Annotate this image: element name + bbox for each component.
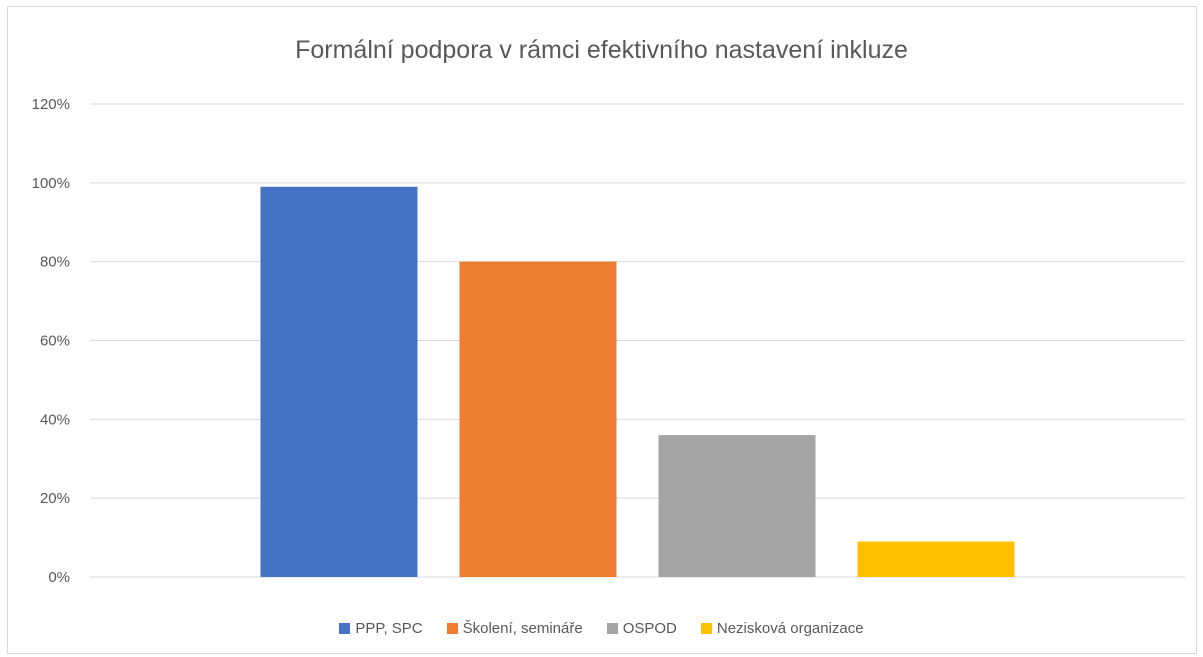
legend-item: Školení, semináře <box>446 620 583 637</box>
y-tick-label: 60% <box>40 333 70 350</box>
bar-3 <box>857 541 1015 577</box>
legend-item: Nezisková organizace <box>700 620 864 637</box>
bar-1 <box>459 261 617 577</box>
legend-label: PPP, SPC <box>355 620 423 637</box>
legend-swatch <box>606 623 618 634</box>
bar-2 <box>658 435 816 577</box>
y-tick-label: 20% <box>40 490 70 507</box>
legend-label: Nezisková organizace <box>716 620 864 637</box>
legend-swatch <box>700 623 712 634</box>
legend-label: Školení, semináře <box>462 620 583 637</box>
legend: PPP, SPC Školení, semináře OSPOD Nezisková … <box>0 620 1203 637</box>
y-axis-ticks: 0% 20% 40% 60% 80% 100% 120% <box>32 96 70 586</box>
bars <box>260 186 1015 577</box>
legend-item: PPP, SPC <box>339 620 423 637</box>
chart-title: Formální podpora v rámci efektivního nas… <box>295 36 908 64</box>
bar-0 <box>260 186 418 577</box>
legend-label: OSPOD <box>622 620 677 637</box>
y-tick-label: 120% <box>32 96 70 113</box>
legend-swatch <box>339 623 351 634</box>
y-tick-label: 0% <box>48 569 70 586</box>
legend-swatch <box>446 623 458 634</box>
y-tick-label: 100% <box>32 175 70 192</box>
y-tick-label: 40% <box>40 411 70 428</box>
gridlines <box>90 103 1185 578</box>
legend-item: OSPOD <box>606 620 677 637</box>
y-tick-label: 80% <box>40 254 70 271</box>
